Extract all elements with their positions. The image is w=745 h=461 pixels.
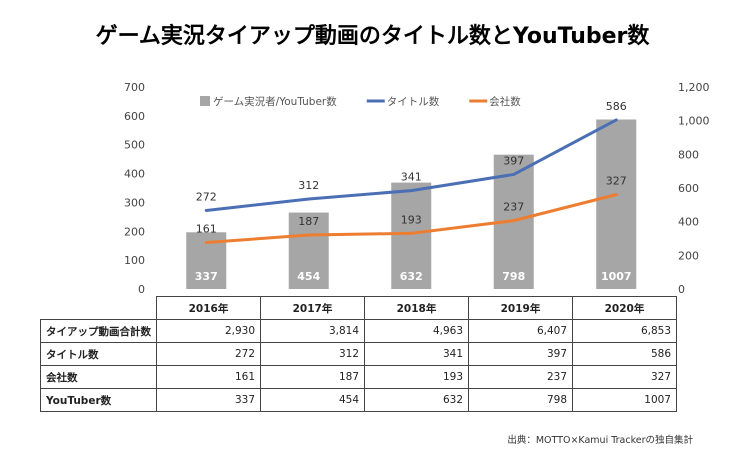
table-row: タイアップ動画合計数 2,930 3,814 4,963 6,407 6,853: [40, 319, 677, 343]
table-cell: 161: [156, 365, 261, 389]
table-cell: 397: [468, 342, 573, 366]
table-body: タイアップ動画合計数 2,930 3,814 4,963 6,407 6,853 タイトル数…: [40, 319, 677, 412]
combo-chart: 0 100 200 300 400 500 600 700 0 200 400 600 800 1,00…: [124, 81, 710, 296]
line-data-label: 327: [606, 175, 627, 188]
bar-data-label: 1007: [601, 270, 632, 283]
table-column-header: 2018年: [364, 296, 469, 320]
table-column-header: 2016年: [156, 296, 261, 320]
table-cell: 798: [468, 388, 573, 412]
data-table: 2016年 2017年 2018年 2019年 2020年 タイアップ動画合計数 2,93…: [40, 296, 677, 412]
table-row-label: タイトル数: [40, 342, 157, 366]
right-axis-tick-label: 600: [678, 182, 699, 195]
table-header-row: 2016年 2017年 2018年 2019年 2020年: [41, 296, 677, 320]
right-axis-tick-label: 800: [678, 148, 699, 161]
bar: [596, 119, 637, 289]
table-row: 会社数 161 187 193 237 327: [40, 365, 677, 389]
table-cell: 193: [364, 365, 469, 389]
chart-title: ゲーム実況タイアップ動画のタイトル数とYouTuber数: [95, 24, 650, 49]
table-cell: 6,853: [572, 319, 677, 343]
table-cell: 1007: [572, 388, 677, 412]
left-axis-tick-label: 0: [138, 283, 145, 296]
line-data-label: 193: [401, 213, 422, 226]
line-data-label: 187: [298, 215, 319, 228]
legend: ゲーム実況者/YouTuber数 タイトル数 会社数: [200, 95, 521, 108]
left-axis-tick-label: 400: [124, 168, 145, 181]
table-cell: 4,963: [364, 319, 469, 343]
left-axis-tick-label: 600: [124, 110, 145, 123]
series-line: [204, 118, 618, 213]
series-line: [204, 193, 618, 245]
legend-entry: タイトル数: [387, 95, 440, 108]
table-cell: 187: [260, 365, 365, 389]
left-axis-tick-label: 200: [124, 225, 145, 238]
table-corner: [41, 297, 157, 320]
table-cell: 337: [156, 388, 261, 412]
line-data-label: 341: [401, 171, 422, 184]
right-axis: 0 200 400 600 800 1,000 1,200: [678, 81, 710, 296]
bar-data-label: 454: [297, 270, 320, 283]
bar-data-label: 337: [195, 270, 218, 283]
table-cell: 327: [572, 365, 677, 389]
left-axis-tick-label: 100: [124, 254, 145, 267]
table-cell: 6,407: [468, 319, 573, 343]
data-labels: 337 454 632 798 1007 272 312 341 397 586 161 187 193…: [195, 100, 632, 283]
table-cell: 3,814: [260, 319, 365, 343]
bar-data-label: 798: [502, 270, 525, 283]
right-axis-tick-label: 0: [678, 283, 685, 296]
table-column-header: 2019年: [468, 296, 573, 320]
table-column-header: 2020年: [572, 296, 677, 320]
table-row: YouTuber数 337 454 632 798 1007: [40, 388, 677, 412]
left-axis-tick-label: 700: [124, 81, 145, 94]
table-cell: 237: [468, 365, 573, 389]
line-data-label: 586: [606, 100, 627, 113]
table-cell: 632: [364, 388, 469, 412]
bar-data-label: 632: [400, 270, 423, 283]
bar: [288, 212, 329, 289]
table-row-label: 会社数: [40, 365, 157, 389]
line-data-label: 161: [196, 223, 217, 236]
table-cell: 312: [260, 342, 365, 366]
line-data-label: 397: [503, 154, 524, 167]
right-axis-tick-label: 1,200: [678, 81, 710, 94]
bar: [391, 182, 432, 289]
table-cell: 2,930: [156, 319, 261, 343]
right-axis-tick-label: 1,000: [678, 115, 710, 128]
legend-swatch: [200, 96, 210, 106]
source-note: 出典：MOTTO×Kamui Trackerの独自集計: [507, 435, 693, 446]
legend-entry: ゲーム実況者/YouTuber数: [213, 95, 337, 108]
table-column-header: 2017年: [260, 296, 365, 320]
table-row-label: YouTuber数: [40, 388, 157, 412]
table-cell: 586: [572, 342, 677, 366]
line-series: [204, 118, 618, 245]
left-axis-tick-label: 300: [124, 196, 145, 209]
right-axis-tick-label: 200: [678, 249, 699, 262]
table-cell: 272: [156, 342, 261, 366]
left-axis-tick-label: 500: [124, 139, 145, 152]
line-data-label: 272: [196, 191, 217, 204]
line-data-label: 237: [503, 201, 524, 214]
table-cell: 454: [260, 388, 365, 412]
table-row-label: タイアップ動画合計数: [40, 319, 157, 343]
left-axis: 0 100 200 300 400 500 600 700: [124, 81, 145, 296]
line-data-label: 312: [298, 179, 319, 192]
right-axis-tick-label: 400: [678, 216, 699, 229]
legend-entry: 会社数: [489, 95, 521, 108]
table-cell: 341: [364, 342, 469, 366]
table-row: タイトル数 272 312 341 397 586: [40, 342, 677, 366]
